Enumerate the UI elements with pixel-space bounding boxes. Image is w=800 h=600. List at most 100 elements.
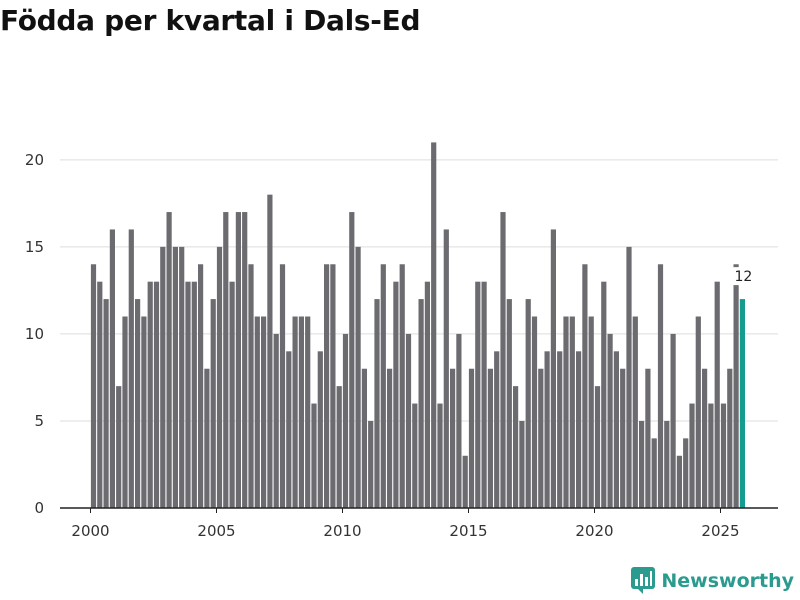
bar: [191, 281, 197, 508]
bar: [538, 368, 544, 508]
bar: [166, 212, 172, 509]
bar: [475, 281, 481, 508]
bar: [607, 333, 613, 508]
bar: [135, 299, 141, 508]
bar: [412, 403, 418, 508]
bar: [324, 264, 330, 508]
bar: [714, 281, 720, 508]
bar: [147, 281, 153, 508]
bar: [651, 438, 657, 508]
bar: [513, 386, 519, 508]
x-axis: 2000 2005 2010 2015 2020 2025: [60, 507, 778, 540]
bar: [90, 264, 97, 508]
bar: [223, 212, 229, 509]
bar: [128, 229, 134, 508]
bar: [613, 351, 619, 508]
x-tick-label: 2015: [449, 522, 487, 540]
bar: [399, 264, 405, 508]
bar: [393, 281, 399, 508]
data-label-background: [731, 267, 756, 286]
bar: [519, 420, 525, 508]
bar: [361, 368, 367, 508]
bar: [683, 438, 689, 508]
bar: [563, 316, 569, 508]
bar: [103, 299, 109, 508]
bar: [676, 455, 682, 508]
chart-title: Födda per kvartal i Dals-Ed: [0, 4, 421, 37]
bar: [342, 333, 349, 508]
bar: [97, 281, 103, 508]
bar: [450, 368, 456, 508]
bar: [311, 403, 317, 508]
bar: [632, 316, 638, 508]
bar: [305, 316, 311, 508]
bar: [702, 368, 708, 508]
bar: [727, 368, 733, 508]
bars: [90, 142, 745, 509]
bar: [582, 264, 588, 508]
y-tick-label: 15: [25, 238, 44, 256]
bar: [424, 281, 430, 508]
bar: [267, 194, 273, 508]
bar: [664, 420, 670, 508]
bar: [500, 212, 506, 509]
bar: [198, 264, 204, 508]
bar: [235, 212, 241, 509]
x-tick-label: 2000: [71, 522, 109, 540]
bar: [298, 316, 304, 508]
bar: [374, 299, 380, 508]
bar: [620, 368, 626, 508]
bar: [437, 403, 443, 508]
data-labels: 12: [731, 267, 756, 286]
bar: [109, 229, 115, 508]
bar: [481, 281, 487, 508]
bar: [387, 368, 393, 508]
bar: [462, 455, 468, 508]
y-axis-ticks: 0 5 10 15 20: [25, 151, 44, 517]
newsworthy-logo-text: Newsworthy: [661, 569, 794, 592]
x-tick-label: 2010: [323, 522, 361, 540]
bar: [122, 316, 128, 508]
newsworthy-logo-icon: [631, 567, 656, 594]
bar: [273, 333, 279, 508]
bar: [657, 264, 664, 508]
x-tick-label: 2025: [701, 522, 739, 540]
bar: [349, 212, 355, 509]
bar: [594, 386, 601, 508]
bar: [468, 368, 475, 508]
bar: [506, 299, 512, 508]
bar: [242, 212, 248, 509]
bar: [639, 420, 645, 508]
bar: [531, 316, 538, 508]
bar: [733, 264, 739, 508]
bar: [153, 281, 160, 508]
bar: [210, 299, 216, 508]
bar: [695, 316, 701, 508]
bar: [645, 368, 651, 508]
bar: [557, 351, 563, 508]
bar: [160, 246, 166, 509]
bar: [355, 246, 361, 509]
bar: [544, 351, 550, 508]
bar: [487, 368, 493, 508]
bar: [443, 229, 449, 508]
bar: [525, 299, 531, 508]
bar: [248, 264, 254, 508]
bar: [261, 316, 267, 508]
bar: [279, 264, 286, 508]
bar: [720, 403, 727, 508]
bar-highlight: [739, 299, 745, 508]
y-tick-label: 5: [34, 412, 44, 430]
bar: [418, 299, 424, 508]
bar: [626, 246, 632, 509]
bar: [172, 246, 178, 509]
bar: [588, 316, 594, 508]
y-tick-label: 20: [25, 151, 44, 169]
bar: [330, 264, 336, 508]
bar: [336, 386, 342, 508]
bar: [116, 386, 122, 508]
bar: [229, 281, 235, 508]
bar: [292, 316, 298, 508]
bar: [141, 316, 147, 508]
